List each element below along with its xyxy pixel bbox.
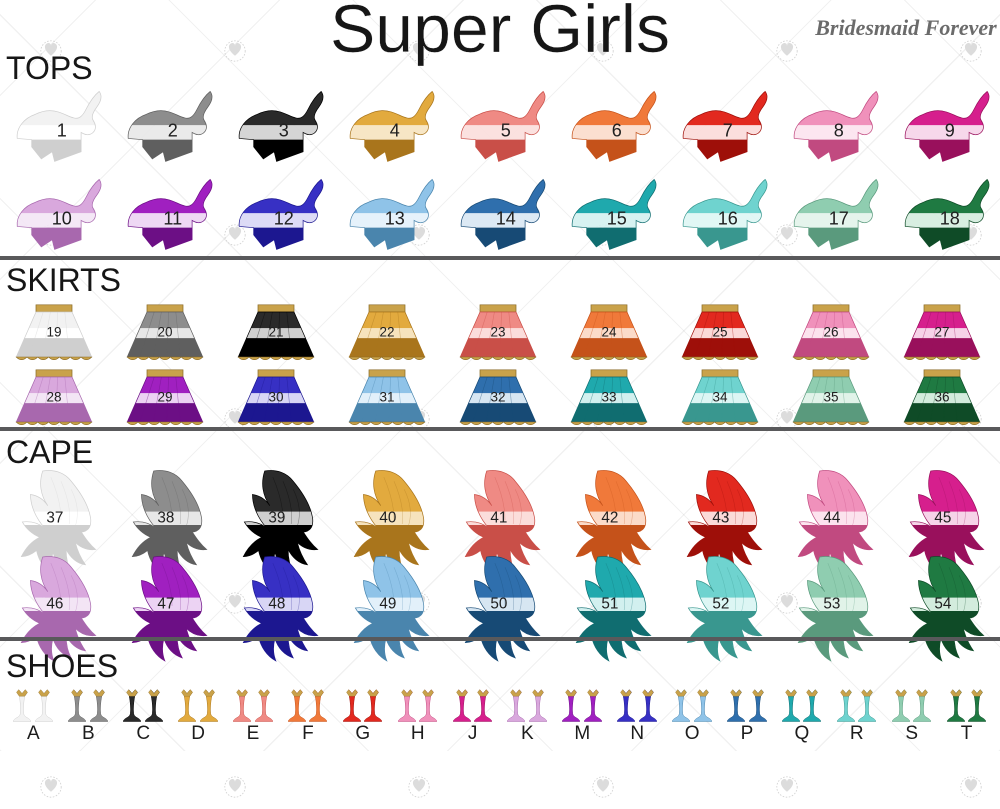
svg-text:4: 4 [390,120,400,140]
svg-text:51: 51 [602,595,619,612]
svg-text:33: 33 [602,389,617,404]
svg-text:25: 25 [713,325,728,340]
svg-text:8: 8 [834,120,844,140]
svg-text:38: 38 [157,510,174,527]
svg-text:1: 1 [56,120,66,140]
svg-text:40: 40 [379,510,396,527]
svg-text:23: 23 [490,325,505,340]
svg-text:28: 28 [46,389,61,404]
svg-text:19: 19 [46,325,61,340]
svg-text:12: 12 [274,208,294,228]
svg-text:49: 49 [379,595,396,612]
svg-text:31: 31 [379,389,394,404]
svg-text:48: 48 [268,595,285,612]
svg-text:13: 13 [385,208,405,228]
svg-text:52: 52 [713,595,730,612]
svg-text:41: 41 [490,510,507,527]
svg-text:54: 54 [935,595,952,612]
svg-text:3: 3 [279,120,289,140]
svg-text:20: 20 [157,325,172,340]
svg-text:47: 47 [157,595,174,612]
svg-text:5: 5 [501,120,511,140]
svg-text:53: 53 [824,595,841,612]
svg-text:15: 15 [607,208,627,228]
svg-text:26: 26 [824,325,839,340]
svg-text:11: 11 [163,208,182,228]
svg-text:29: 29 [157,389,172,404]
svg-text:9: 9 [945,120,955,140]
svg-text:50: 50 [490,595,507,612]
svg-text:42: 42 [602,510,619,527]
svg-text:39: 39 [268,510,285,527]
svg-text:30: 30 [268,389,283,404]
svg-text:34: 34 [713,389,729,404]
svg-text:46: 46 [46,595,63,612]
svg-text:35: 35 [824,389,839,404]
svg-text:36: 36 [935,389,950,404]
svg-text:32: 32 [490,389,505,404]
svg-text:6: 6 [612,120,622,140]
svg-text:37: 37 [46,510,63,527]
svg-text:17: 17 [829,208,849,228]
svg-text:2: 2 [167,120,177,140]
svg-text:43: 43 [713,510,730,527]
svg-text:10: 10 [51,208,71,228]
svg-text:18: 18 [940,208,960,228]
svg-text:22: 22 [379,325,394,340]
svg-text:16: 16 [718,208,738,228]
svg-text:21: 21 [268,325,283,340]
svg-text:14: 14 [496,208,516,228]
svg-text:7: 7 [723,120,733,140]
svg-text:44: 44 [824,510,841,527]
svg-text:24: 24 [602,325,618,340]
svg-text:27: 27 [935,325,950,340]
svg-text:45: 45 [935,510,952,527]
